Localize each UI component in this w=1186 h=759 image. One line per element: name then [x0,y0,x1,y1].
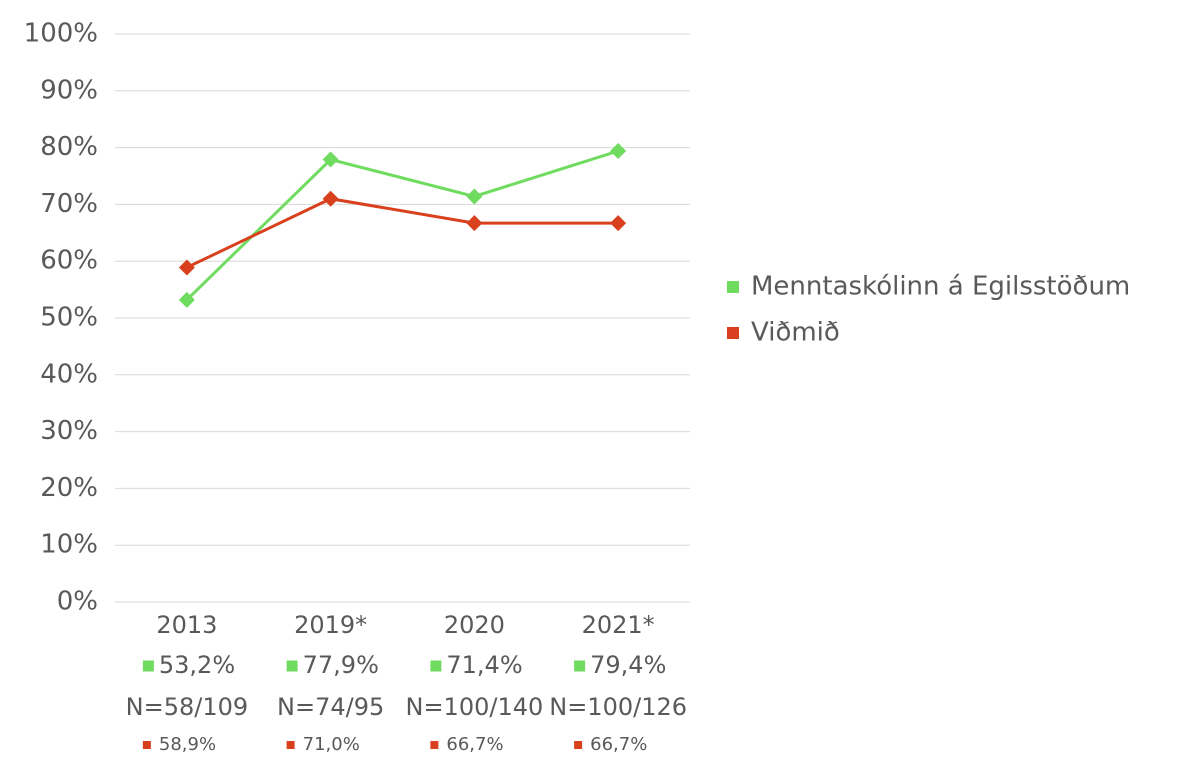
x-tick-label: 2013 [156,611,217,639]
y-tick-label: 100% [24,19,98,49]
series-line [185,149,619,301]
series-line [186,197,619,269]
legend-label: Viðmið [751,318,840,348]
label-swatch [142,660,154,672]
sample-size: N=58/109 [126,693,249,721]
value-label: 58,9% [159,734,216,755]
y-tick-label: 30% [40,416,98,446]
marker [466,188,483,205]
legend-swatch [727,327,739,339]
y-tick-label: 80% [40,132,98,162]
value-label: 79,4% [590,651,666,679]
value-label: 71,0% [303,734,360,755]
marker [610,143,627,160]
marker [178,259,195,276]
marker [322,190,339,207]
y-tick-label: 90% [40,75,98,105]
sample-size: N=100/140 [405,693,543,721]
y-tick-label: 10% [40,530,98,560]
value-label: 71,4% [446,651,522,679]
value-label: 77,9% [303,651,379,679]
marker [610,215,627,232]
sample-size: N=100/126 [549,693,687,721]
value-label: 53,2% [159,651,235,679]
marker [466,215,483,232]
value-label: 66,7% [446,734,503,755]
label-swatch [142,741,151,749]
label-swatch [574,741,583,749]
label-swatch [430,741,439,749]
y-tick-label: 0% [57,587,98,617]
sample-size: N=74/95 [277,693,384,721]
x-tick-label: 2021* [582,611,655,639]
x-tick-label: 2020 [444,611,505,639]
y-tick-label: 60% [40,246,98,276]
marker [322,151,339,168]
y-tick-label: 20% [40,473,98,503]
legend-label: Menntaskólinn á Egilsstöðum [751,272,1130,302]
y-tick-label: 70% [40,189,98,219]
label-swatch [286,741,295,749]
value-label: 66,7% [590,734,647,755]
label-swatch [286,660,298,672]
x-tick-label: 2019* [294,611,367,639]
label-swatch [574,660,586,672]
label-swatch [430,660,442,672]
y-tick-label: 40% [40,359,98,389]
y-tick-label: 50% [40,303,98,333]
marker [178,291,195,308]
legend-swatch [727,281,739,293]
